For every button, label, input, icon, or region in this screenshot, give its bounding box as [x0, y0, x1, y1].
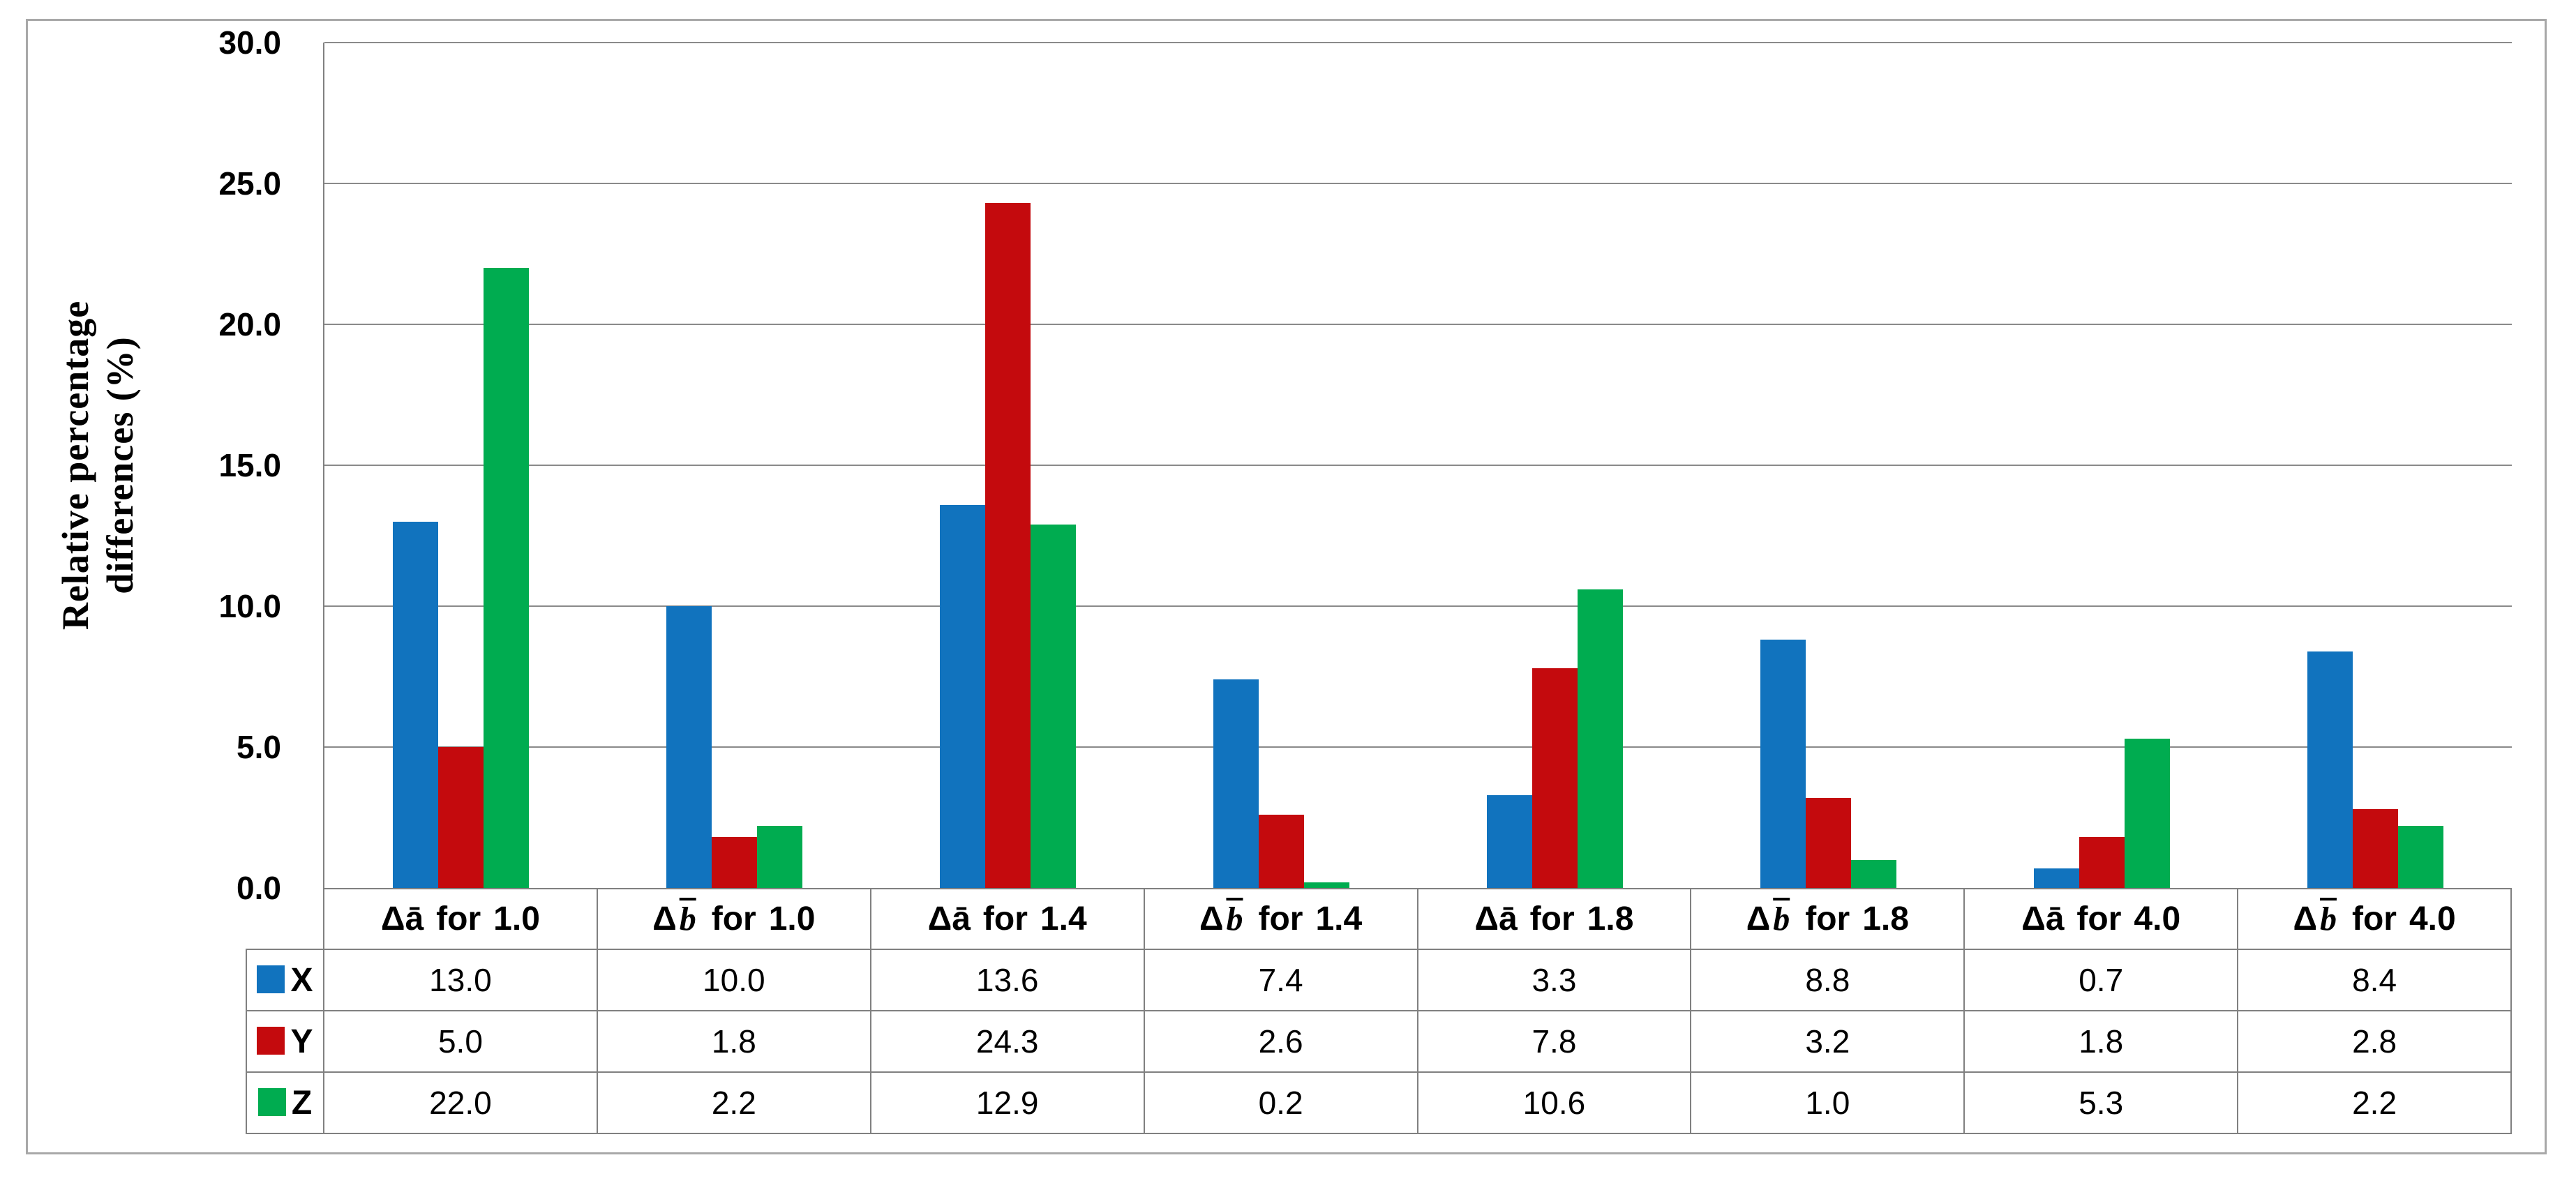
- gridline-15.0: [324, 465, 2512, 466]
- bar-Y-Δā for 1.8: [1532, 668, 1578, 888]
- bar-Y-Δā for 1.0: [438, 747, 484, 888]
- category-symbol: Δā: [380, 901, 424, 937]
- bar-Z-Δb̄ for 1.0: [757, 826, 803, 888]
- y-tick-label: 10.0: [218, 588, 281, 624]
- bar-Y-Δā for 4.0: [2079, 837, 2125, 888]
- category-symbol: Δā: [2021, 901, 2065, 937]
- category-symbol: Δā: [927, 901, 971, 937]
- category-symbol: Δb: [1746, 901, 1790, 937]
- value-cell-Y-Δā for 4.0: 1.8: [1963, 1010, 2239, 1073]
- category-header: Δā for 1.4: [869, 888, 1145, 950]
- gridline-30.0: [324, 42, 2512, 43]
- y-tick-label: 5.0: [237, 729, 281, 765]
- category-header: Δb for 1.8: [1690, 888, 1965, 950]
- bar-X-Δb̄ for 1.0: [666, 606, 712, 888]
- value-cell-X-Δā for 1.0: 13.0: [323, 949, 598, 1011]
- bar-Y-Δb̄ for 1.0: [712, 837, 758, 888]
- value-cell-Z-Δb̄ for 1.0: 2.2: [596, 1071, 871, 1134]
- legend-label-X: X: [290, 961, 313, 999]
- bar-Z-Δb̄ for 1.8: [1850, 859, 1896, 888]
- value-cell-Y-Δā for 1.0: 5.0: [323, 1010, 598, 1073]
- gridline-5.0: [324, 746, 2512, 748]
- bar-Z-Δā for 4.0: [2124, 738, 2170, 888]
- y-tick-label: 20.0: [218, 306, 281, 342]
- bar-Z-Δā for 1.0: [484, 268, 530, 888]
- value-cell-Z-Δā for 1.8: 10.6: [1416, 1071, 1692, 1134]
- value-cell-X-Δb̄ for 1.0: 10.0: [596, 949, 871, 1011]
- value-cell-X-Δb̄ for 4.0: 8.4: [2237, 949, 2512, 1011]
- category-symbol: Δb: [1199, 901, 1243, 937]
- category-symbol: Δā: [1474, 901, 1518, 937]
- gridline-10.0: [324, 605, 2512, 607]
- category-symbol: Δb: [2293, 901, 2337, 937]
- chart-outer-frame: [26, 19, 2547, 1154]
- bar-X-Δb̄ for 1.4: [1213, 679, 1259, 888]
- value-cell-X-Δā for 1.4: 13.6: [869, 949, 1145, 1011]
- value-cell-Y-Δā for 1.4: 24.3: [869, 1010, 1145, 1073]
- y-tick-label: 30.0: [218, 24, 281, 61]
- category-header: Δb for 1.0: [596, 888, 871, 950]
- gridline-25.0: [324, 183, 2512, 184]
- category-symbol: Δb: [652, 901, 696, 937]
- value-cell-Y-Δb̄ for 4.0: 2.8: [2237, 1010, 2512, 1073]
- value-cell-X-Δā for 4.0: 0.7: [1963, 949, 2239, 1011]
- data-table: Δā for 1.0 Δb for 1.0 Δā for 1.4 Δb for 1.4 Δā for 1.8…: [246, 888, 2512, 1134]
- value-cell-X-Δb̄ for 1.4: 7.4: [1143, 949, 1418, 1011]
- bar-Y-Δb̄ for 1.8: [1805, 797, 1851, 888]
- bar-X-Δā for 1.0: [393, 521, 439, 888]
- value-cell-Y-Δb̄ for 1.0: 1.8: [596, 1010, 871, 1073]
- value-cell-Z-Δā for 4.0: 5.3: [1963, 1071, 2239, 1134]
- y-tick-label: 0.0: [237, 870, 281, 906]
- bar-X-Δb̄ for 1.8: [1760, 640, 1806, 888]
- y-axis-title-line2: differences (%): [99, 336, 141, 594]
- value-cell-Y-Δb̄ for 1.8: 3.2: [1690, 1010, 1965, 1073]
- legend-label-Z: Z: [291, 1084, 313, 1122]
- bar-Y-Δā for 1.4: [985, 203, 1031, 888]
- value-cell-Y-Δā for 1.8: 7.8: [1416, 1010, 1692, 1073]
- legend-swatch-Y: [257, 1026, 285, 1055]
- gridline-20.0: [324, 324, 2512, 325]
- legend-cell-X: X: [246, 949, 324, 1011]
- bar-Z-Δā for 1.8: [1577, 589, 1623, 888]
- bar-X-Δb̄ for 4.0: [2307, 651, 2353, 888]
- value-cell-Z-Δb̄ for 1.8: 1.0: [1690, 1071, 1965, 1134]
- bar-Y-Δb̄ for 4.0: [2352, 808, 2398, 888]
- value-cell-X-Δb̄ for 1.8: 8.8: [1690, 949, 1965, 1011]
- bar-X-Δā for 1.4: [940, 504, 986, 888]
- value-cell-Z-Δb̄ for 4.0: 2.2: [2237, 1071, 2512, 1134]
- y-tick-label: 15.0: [218, 447, 281, 483]
- bar-Z-Δb̄ for 1.4: [1304, 882, 1350, 888]
- legend-label-Y: Y: [290, 1023, 313, 1060]
- category-header: Δā for 1.0: [323, 888, 598, 950]
- plot-area: [323, 42, 2512, 888]
- category-header: Δā for 4.0: [1963, 888, 2239, 950]
- bar-Z-Δā for 1.4: [1031, 524, 1077, 888]
- legend-swatch-X: [257, 965, 285, 993]
- y-axis-title-line1: Relative percentage: [54, 300, 96, 631]
- legend-cell-Z: Z: [246, 1071, 324, 1134]
- bar-Z-Δb̄ for 4.0: [2397, 826, 2443, 888]
- value-cell-Z-Δā for 1.4: 12.9: [869, 1071, 1145, 1134]
- value-cell-Y-Δb̄ for 1.4: 2.6: [1143, 1010, 1418, 1073]
- legend-cell-Y: Y: [246, 1010, 324, 1073]
- value-cell-Z-Δā for 1.0: 22.0: [323, 1071, 598, 1134]
- category-header: Δā for 1.8: [1416, 888, 1692, 950]
- y-tick-label: 25.0: [218, 165, 281, 202]
- category-header: Δb for 1.4: [1143, 888, 1418, 950]
- value-cell-X-Δā for 1.8: 3.3: [1416, 949, 1692, 1011]
- y-axis-title: Relative percentage differences (%): [53, 43, 142, 888]
- bar-X-Δā for 4.0: [2033, 868, 2079, 888]
- category-header: Δb for 4.0: [2237, 888, 2512, 950]
- bar-X-Δā for 1.8: [1486, 794, 1532, 888]
- legend-swatch-Z: [257, 1087, 286, 1116]
- value-cell-Z-Δb̄ for 1.4: 0.2: [1143, 1071, 1418, 1134]
- bar-Y-Δb̄ for 1.4: [1259, 814, 1305, 888]
- table-corner-blank: [246, 889, 324, 949]
